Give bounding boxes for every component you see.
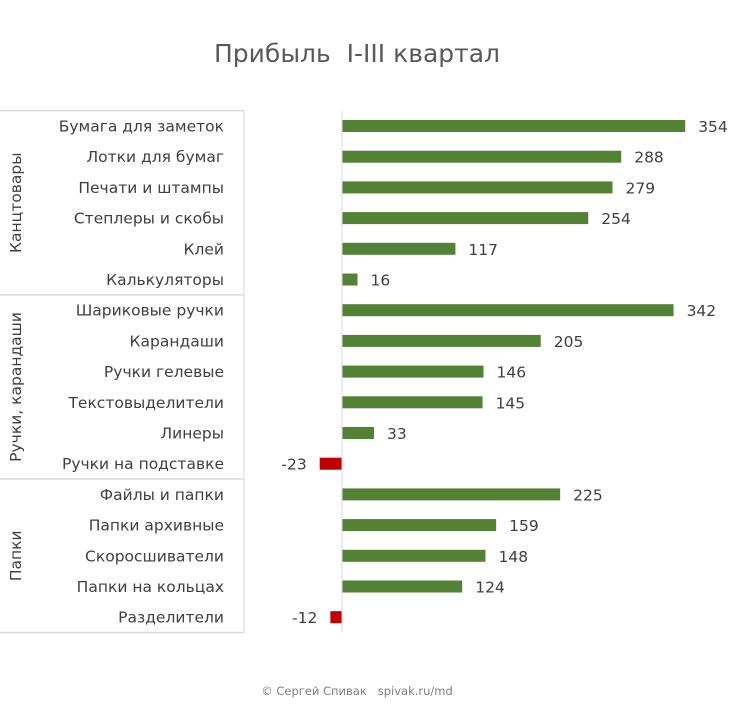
category-label-0-1: Лотки для бумаг <box>87 148 224 166</box>
value-label-0-2: 279 <box>625 179 655 197</box>
bar-2-3 <box>342 580 463 593</box>
category-label-1-5: Ручки на подставке <box>62 455 224 473</box>
category-label-0-0: Бумага для заметок <box>59 118 224 136</box>
bar-0-2 <box>342 181 613 194</box>
value-label-1-0: 342 <box>687 302 717 320</box>
bar-0-0 <box>342 120 686 132</box>
value-label-1-1: 205 <box>554 333 584 351</box>
bar-1-5 <box>319 457 342 470</box>
value-label-0-3: 254 <box>601 210 631 228</box>
credit-text: © Сергей Спивак spivak.ru/md <box>261 684 453 698</box>
value-label-0-0: 354 <box>698 118 728 136</box>
bar-2-1 <box>342 519 497 532</box>
bar-0-4 <box>342 242 456 255</box>
group-label-2: Папки <box>7 530 25 581</box>
value-label-2-4: -12 <box>292 609 317 627</box>
category-label-0-5: Калькуляторы <box>106 271 224 289</box>
category-label-1-0: Шариковые ручки <box>76 302 224 320</box>
category-label-2-4: Разделители <box>118 609 224 627</box>
bar-2-0 <box>342 488 561 501</box>
bar-1-3 <box>342 396 483 409</box>
bar-2-2 <box>342 549 486 562</box>
value-label-1-3: 145 <box>496 394 526 412</box>
value-label-1-5: -23 <box>281 456 306 474</box>
value-label-0-5: 16 <box>371 272 391 290</box>
category-label-1-2: Ручки гелевые <box>104 363 224 381</box>
value-label-0-4: 117 <box>468 241 498 259</box>
value-label-2-0: 225 <box>573 486 603 504</box>
value-label-1-4: 33 <box>387 425 407 443</box>
category-label-0-4: Клей <box>183 240 224 258</box>
value-label-2-3: 124 <box>475 579 505 597</box>
chart-body: Бумага для заметок 354 Лотки для бумаг 288 П… <box>0 109 728 634</box>
value-label-0-1: 288 <box>634 149 664 167</box>
category-label-0-3: Степлеры и скобы <box>74 210 224 228</box>
value-label-2-1: 159 <box>509 517 539 535</box>
category-label-2-3: Папки на кольцах <box>77 578 224 596</box>
bar-0-3 <box>342 212 589 225</box>
value-label-2-2: 148 <box>498 548 528 566</box>
category-label-2-0: Файлы и папки <box>100 486 224 504</box>
group-label-1: Ручки, карандаши <box>7 312 25 462</box>
bar-0-5 <box>342 273 358 286</box>
category-label-2-1: Папки архивные <box>89 517 224 535</box>
category-label-1-4: Линеры <box>161 425 224 443</box>
bar-1-4 <box>342 427 374 439</box>
bar-1-1 <box>342 334 541 347</box>
bar-1-0 <box>342 304 674 317</box>
group-label-0: Канцтовары <box>7 153 25 253</box>
chart-title: Прибыль I-III квартал <box>214 39 500 68</box>
bar-1-2 <box>342 365 484 378</box>
value-label-1-2: 146 <box>497 364 527 382</box>
category-label-2-2: Скоросшиватели <box>85 547 224 565</box>
category-label-1-3: Текстовыделители <box>67 394 224 412</box>
category-label-1-1: Карандаши <box>130 332 224 350</box>
bar-2-4 <box>330 611 342 624</box>
category-label-0-2: Печати и штампы <box>78 179 224 197</box>
bar-0-1 <box>342 150 622 163</box>
